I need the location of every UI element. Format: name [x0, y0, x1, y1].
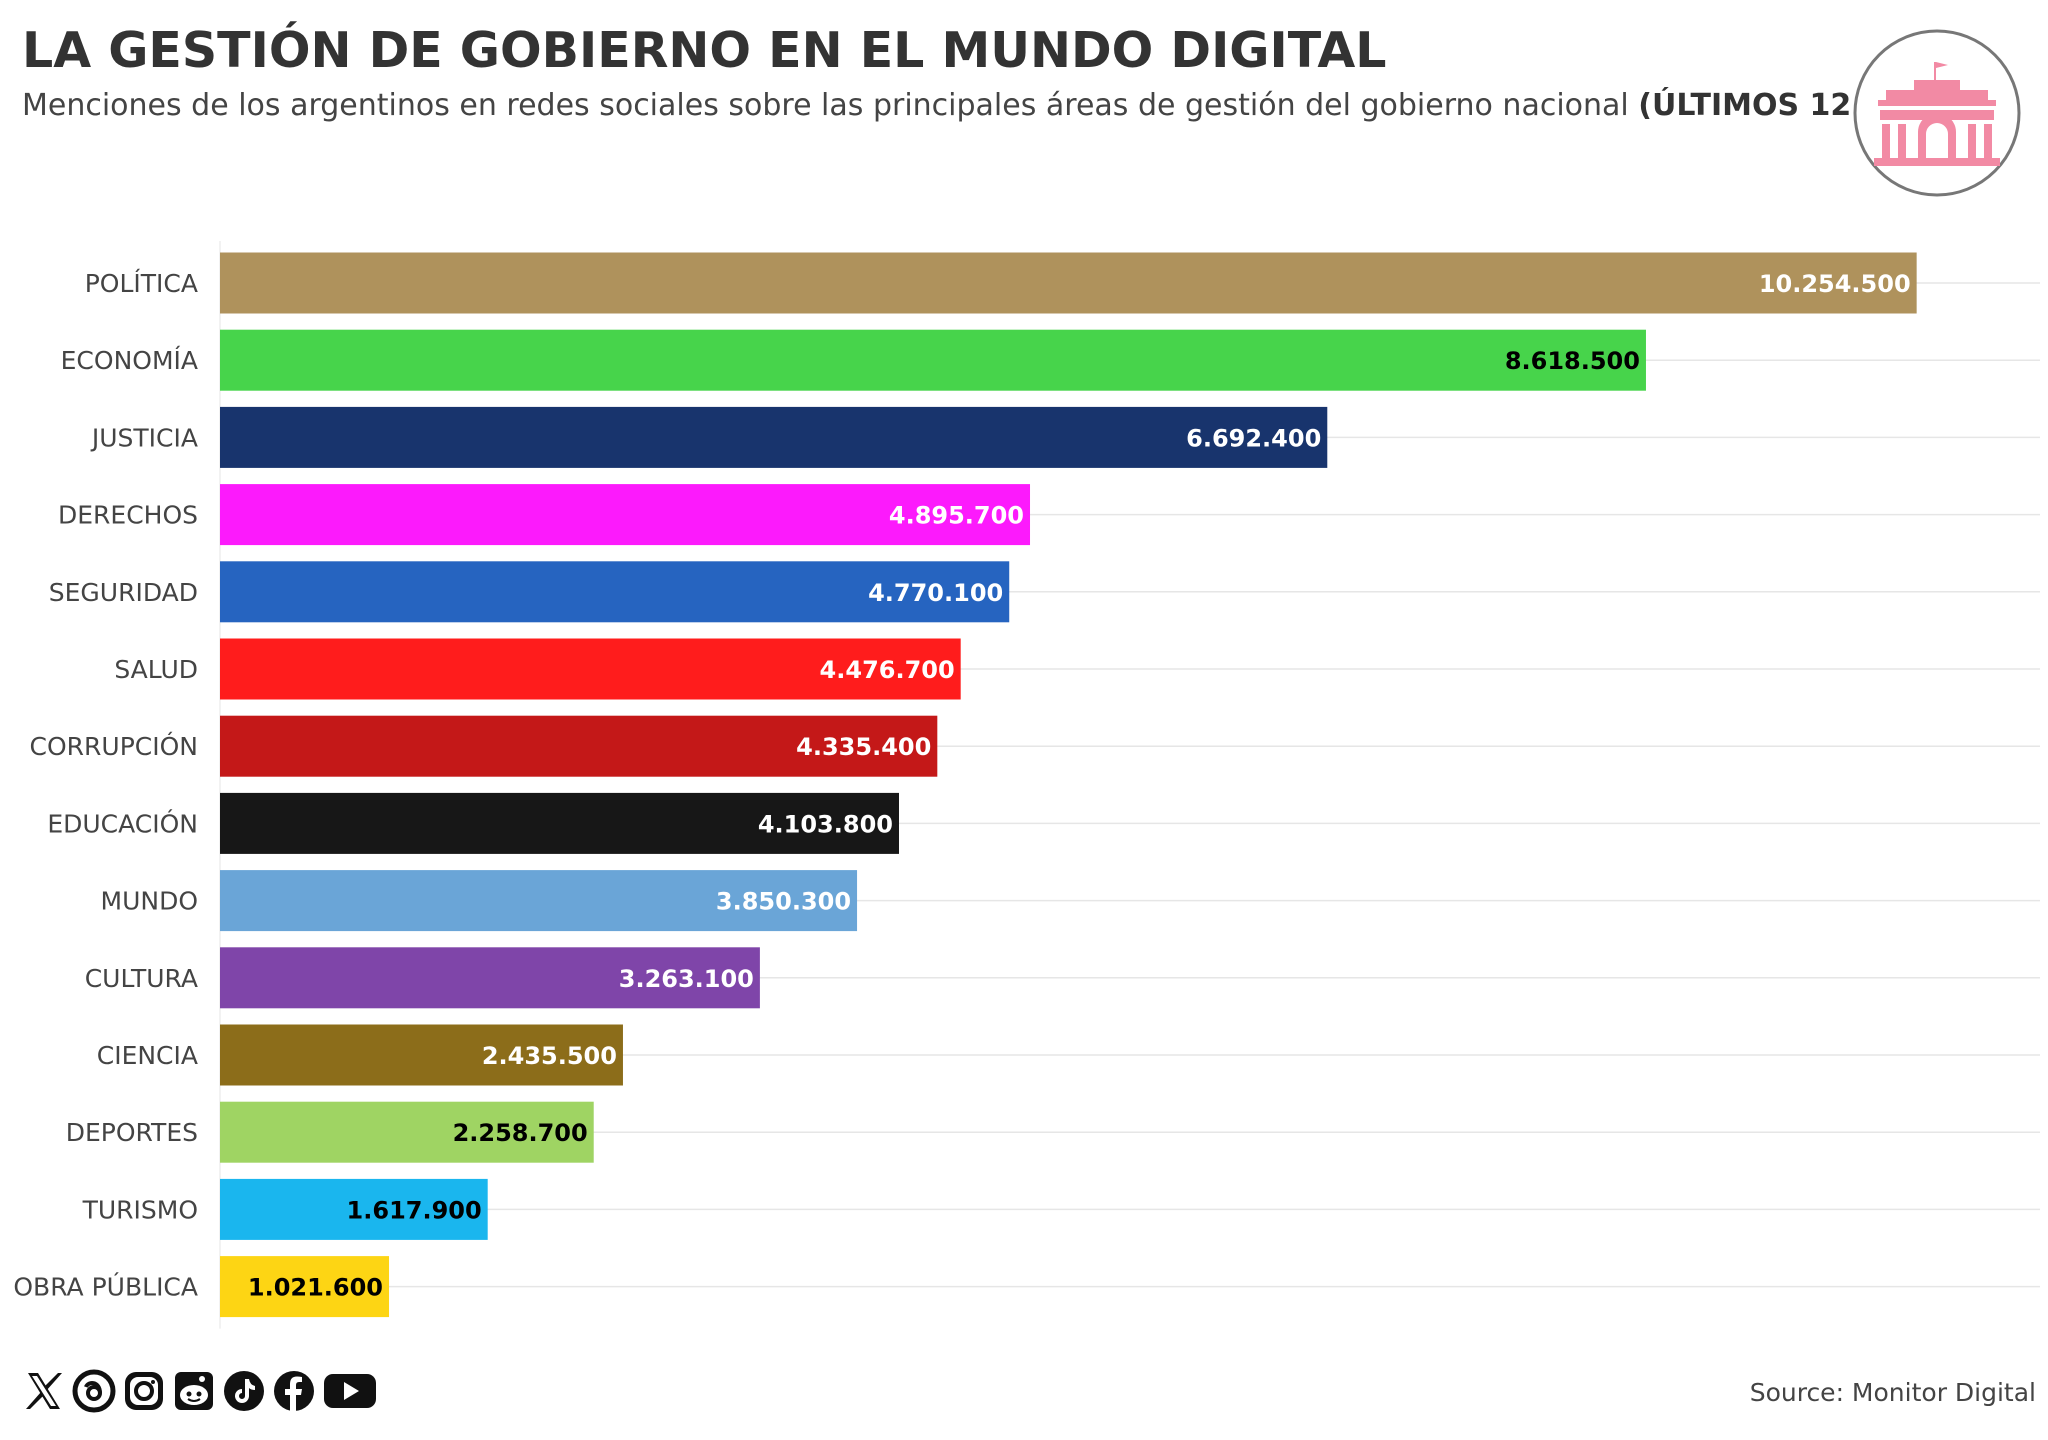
- category-label: CULTURA: [85, 964, 198, 993]
- bar-11: [220, 1101, 594, 1163]
- value-label: 4.103.800: [758, 810, 893, 838]
- instagram-icon[interactable]: [122, 1369, 166, 1413]
- reddit-icon[interactable]: [172, 1369, 216, 1413]
- value-label: 4.770.100: [868, 579, 1003, 607]
- category-label: TURISMO: [82, 1195, 198, 1224]
- value-label: 4.335.400: [796, 733, 931, 761]
- bar-6: [220, 715, 938, 777]
- social-icons: [22, 1366, 378, 1416]
- facebook-icon[interactable]: [272, 1369, 316, 1413]
- category-label: DEPORTES: [66, 1118, 198, 1147]
- youtube-icon[interactable]: [322, 1369, 378, 1413]
- value-label: 6.692.400: [1186, 424, 1321, 452]
- value-label: 3.850.300: [716, 888, 851, 916]
- page-subtitle: Menciones de los argentinos en redes soc…: [22, 88, 1990, 123]
- category-label: CORRUPCIÓN: [30, 731, 198, 761]
- value-label: 4.476.700: [820, 656, 955, 684]
- bar-9: [220, 947, 760, 1009]
- category-label: ECONOMÍA: [61, 346, 198, 375]
- category-label: SALUD: [114, 655, 198, 684]
- category-label: JUSTICIA: [90, 423, 198, 452]
- bar-chart: POLÍTICA ECONOMÍA JUSTICIA DERECHOS SEGURIDA…: [13, 241, 2040, 1329]
- value-label: 3.263.100: [619, 965, 754, 993]
- category-label: EDUCACIÓN: [47, 808, 198, 838]
- value-label: 1.617.900: [347, 1196, 482, 1224]
- subtitle-text: Menciones de los argentinos en redes soc…: [22, 88, 1629, 123]
- category-labels: POLÍTICA ECONOMÍA JUSTICIA DERECHOS SEGURIDA…: [13, 269, 198, 1302]
- bar-7: [220, 792, 899, 854]
- bar-10: [220, 1024, 623, 1086]
- bar-13: [220, 1256, 390, 1318]
- page-title: LA GESTIÓN DE GOBIERNO EN EL MUNDO DIGIT…: [22, 22, 1387, 79]
- x-icon[interactable]: [22, 1369, 66, 1413]
- casa-rosada-icon: [1853, 29, 2021, 197]
- bar-5: [220, 638, 961, 700]
- bar-0: [220, 252, 1917, 314]
- category-label: SEGURIDAD: [49, 578, 198, 607]
- category-label: MUNDO: [101, 887, 199, 916]
- bars: [220, 252, 1917, 1318]
- value-label: 2.258.700: [453, 1119, 588, 1147]
- value-label: 8.618.500: [1505, 347, 1640, 375]
- category-label: CIENCIA: [97, 1041, 198, 1070]
- category-label: OBRA PÚBLICA: [13, 1272, 198, 1302]
- value-label: 10.254.500: [1759, 270, 1911, 298]
- tiktok-icon[interactable]: [222, 1369, 266, 1413]
- bar-8: [220, 870, 858, 932]
- value-label: 1.021.600: [248, 1274, 383, 1302]
- source-note: Source: Monitor Digital: [1749, 1378, 2036, 1407]
- value-label: 4.895.700: [889, 502, 1024, 530]
- bar-3: [220, 484, 1031, 546]
- gridlines: [219, 241, 2040, 1329]
- category-label: POLÍTICA: [85, 269, 198, 298]
- bar-12: [220, 1178, 488, 1240]
- category-label: DERECHOS: [58, 501, 198, 530]
- value-label: 2.435.500: [482, 1042, 617, 1070]
- value-labels: 10.254.500 8.618.500 6.692.400 4.895.700 4.7…: [246, 268, 1913, 1304]
- threads-icon[interactable]: [72, 1369, 116, 1413]
- bar-1: [220, 329, 1646, 391]
- bar-4: [220, 561, 1010, 623]
- bar-2: [220, 406, 1328, 468]
